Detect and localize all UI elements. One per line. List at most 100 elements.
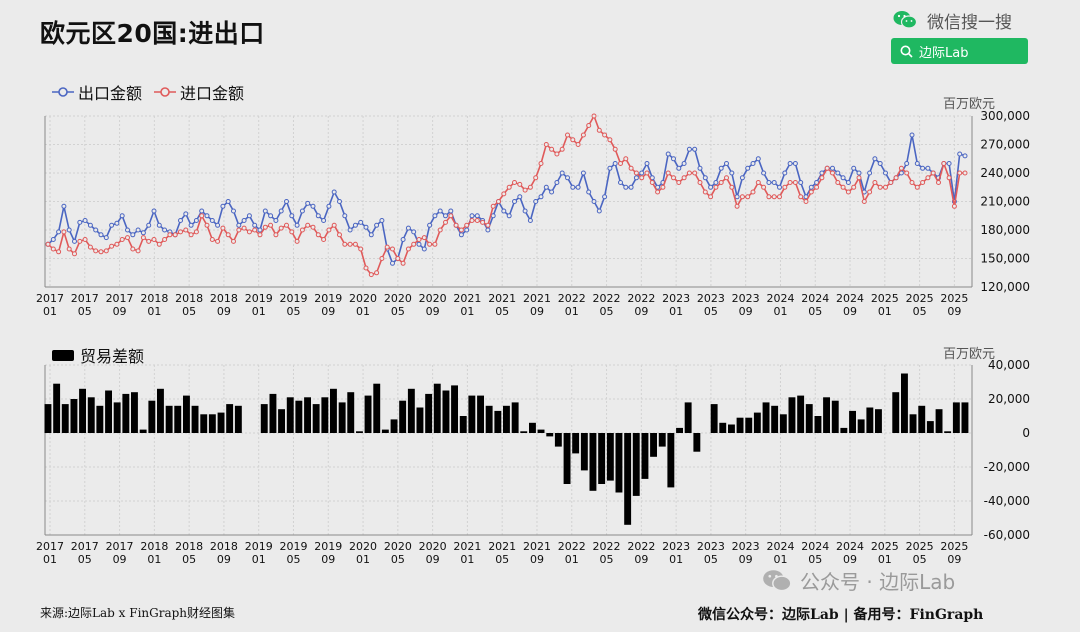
bar-chart-xtick-label: 2017 bbox=[71, 540, 99, 553]
data-point-imports bbox=[665, 170, 671, 176]
bar-chart-xtick-label: 2020 bbox=[384, 540, 412, 553]
data-point-imports bbox=[808, 189, 814, 195]
bar bbox=[122, 393, 130, 433]
data-point-exports bbox=[549, 189, 555, 195]
data-point-exports bbox=[957, 151, 963, 157]
data-point-exports bbox=[734, 194, 740, 200]
data-point-exports bbox=[792, 161, 798, 166]
data-point-imports bbox=[787, 180, 793, 185]
bar bbox=[139, 429, 147, 433]
data-point-imports bbox=[342, 241, 348, 247]
data-point-exports bbox=[639, 170, 645, 176]
bar bbox=[520, 431, 528, 433]
bar bbox=[330, 388, 337, 433]
data-point-exports bbox=[512, 199, 517, 204]
data-point-imports bbox=[45, 241, 51, 247]
data-point-imports bbox=[379, 256, 385, 261]
data-point-imports bbox=[692, 170, 698, 176]
data-point-exports bbox=[448, 208, 454, 214]
data-point-imports bbox=[474, 218, 480, 223]
bar bbox=[416, 407, 424, 433]
data-point-exports bbox=[432, 213, 438, 219]
bar bbox=[312, 404, 320, 433]
data-point-exports bbox=[830, 165, 835, 171]
data-point-imports bbox=[405, 246, 411, 252]
bar-chart-xtick-label: 01 bbox=[356, 553, 370, 566]
data-point-exports bbox=[257, 227, 263, 233]
data-point-imports bbox=[898, 165, 904, 171]
data-point-exports bbox=[98, 232, 104, 238]
data-point-imports bbox=[395, 256, 401, 261]
bar-chart-xtick-label: 09 bbox=[217, 553, 231, 566]
bar bbox=[217, 412, 225, 433]
bar bbox=[606, 433, 614, 481]
footer-credit: 微信公众号：边际Lab | 备用号：FinGraph bbox=[698, 607, 984, 623]
data-point-exports bbox=[225, 199, 231, 204]
data-point-exports bbox=[851, 165, 857, 171]
bar bbox=[485, 405, 493, 433]
line-chart-xtick-label: 09 bbox=[634, 305, 648, 318]
line-chart-ytick-label: 150,000 bbox=[980, 252, 1030, 266]
data-point-exports bbox=[342, 213, 348, 219]
data-point-exports bbox=[517, 194, 523, 200]
bar bbox=[762, 402, 770, 433]
line-chart-xtick-label: 2020 bbox=[384, 292, 412, 305]
line-chart-xtick-label: 2024 bbox=[766, 292, 794, 305]
bar-chart-xtick-label: 2019 bbox=[279, 540, 307, 553]
bar bbox=[572, 433, 580, 454]
data-point-imports bbox=[284, 222, 289, 228]
wechat-icon bbox=[893, 11, 917, 29]
bar-chart-xtick-label: 2025 bbox=[906, 540, 934, 553]
line-chart-xtick-label: 05 bbox=[495, 305, 509, 318]
data-point-exports bbox=[321, 218, 327, 223]
bar-chart-xtick-label: 05 bbox=[808, 553, 822, 566]
data-point-exports bbox=[554, 180, 560, 185]
data-point-exports bbox=[390, 260, 395, 266]
data-point-imports bbox=[93, 248, 99, 254]
search-button[interactable]: 边际Lab bbox=[891, 38, 1028, 64]
data-point-exports bbox=[374, 222, 380, 228]
bar bbox=[926, 421, 934, 433]
bar bbox=[676, 427, 683, 433]
data-point-imports bbox=[310, 224, 316, 230]
data-point-imports bbox=[877, 184, 883, 190]
line-chart-xtick-label: 2019 bbox=[279, 292, 307, 305]
data-point-exports bbox=[697, 165, 703, 171]
bar-chart-xtick-label: 2025 bbox=[940, 540, 968, 553]
data-point-imports bbox=[72, 251, 77, 257]
data-point-exports bbox=[671, 156, 676, 162]
page-title: 欧元区20国:进出口 bbox=[40, 19, 265, 48]
line-chart-unit: 百万欧元 bbox=[943, 97, 996, 112]
bar bbox=[849, 410, 856, 433]
data-point-exports bbox=[151, 208, 157, 214]
bar bbox=[779, 414, 787, 433]
data-point-exports bbox=[72, 238, 77, 244]
legend-swatch-exports bbox=[52, 87, 74, 97]
data-point-imports bbox=[130, 246, 136, 252]
line-chart-xtick-label: 09 bbox=[217, 305, 231, 318]
line-chart-xtick-label: 05 bbox=[182, 305, 196, 318]
data-point-imports bbox=[893, 175, 899, 181]
line-chart-xtick-label: 2023 bbox=[697, 292, 725, 305]
data-point-imports bbox=[792, 180, 798, 185]
line-chart-xtick-label: 2022 bbox=[627, 292, 655, 305]
series-line-imports bbox=[47, 114, 965, 276]
line-chart-xtick-label: 05 bbox=[286, 305, 300, 318]
data-point-exports bbox=[66, 227, 72, 233]
data-point-exports bbox=[458, 232, 464, 238]
bar-chart-xtick-label: 2024 bbox=[801, 540, 829, 553]
data-point-exports bbox=[681, 161, 687, 166]
bar-chart-xtick-label: 01 bbox=[669, 553, 683, 566]
data-point-imports bbox=[549, 146, 555, 152]
data-point-exports bbox=[352, 222, 358, 228]
wechat-search-link[interactable]: 微信搜一搜 bbox=[893, 6, 1033, 34]
bar-chart-xtick-label: 01 bbox=[773, 553, 787, 566]
legend-label-balance: 贸易差额 bbox=[80, 347, 145, 366]
data-point-exports bbox=[109, 222, 115, 228]
bar bbox=[442, 390, 450, 433]
data-point-imports bbox=[909, 180, 915, 185]
bar bbox=[537, 429, 545, 433]
data-point-exports bbox=[315, 213, 321, 219]
data-point-imports bbox=[904, 170, 910, 176]
bar bbox=[728, 424, 735, 433]
